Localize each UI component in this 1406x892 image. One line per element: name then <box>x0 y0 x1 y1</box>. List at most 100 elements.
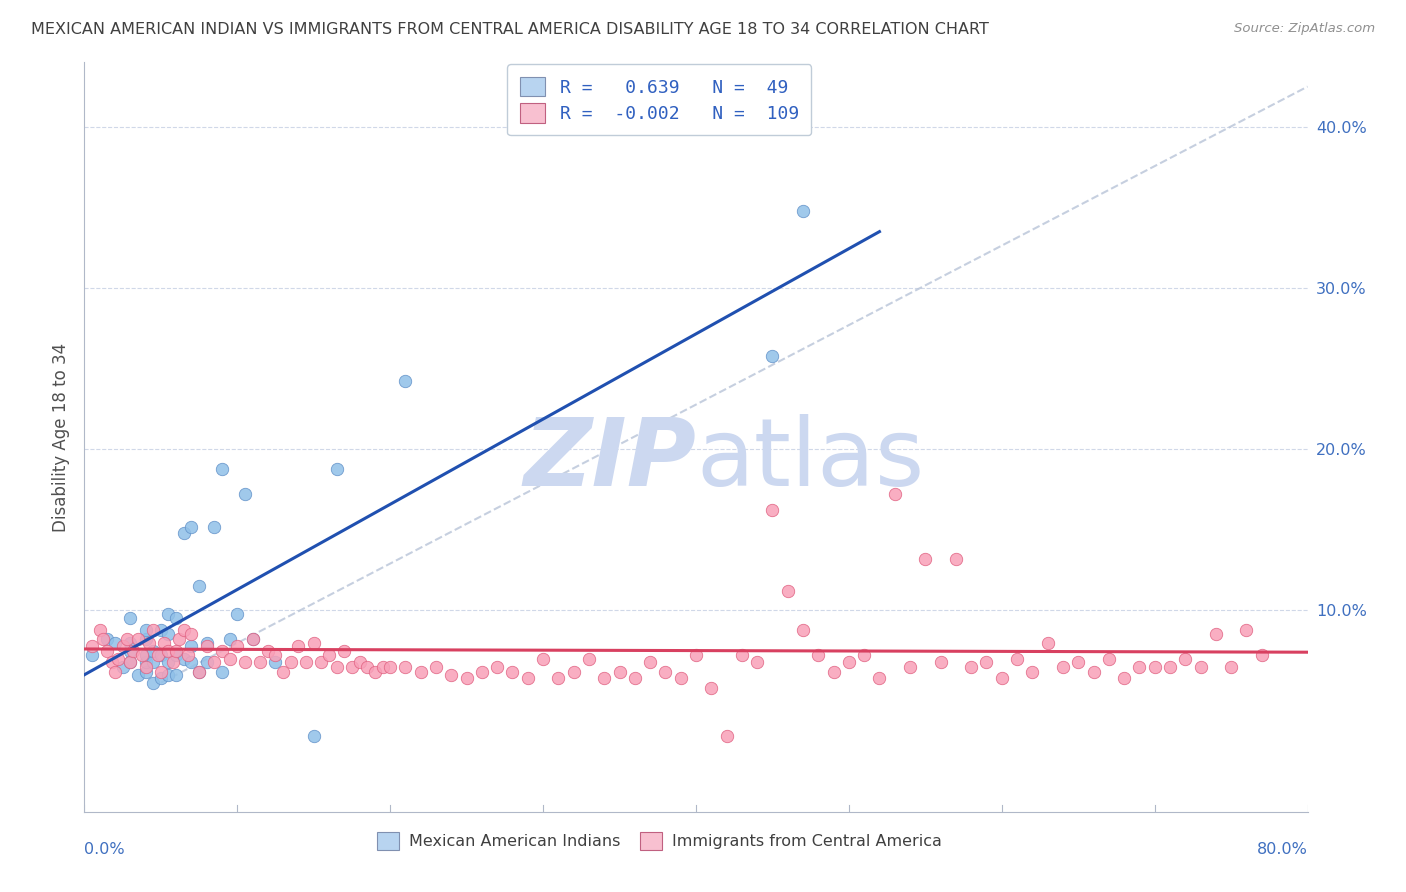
Point <box>287 639 309 653</box>
Point <box>180 655 202 669</box>
Point <box>1098 651 1121 665</box>
Point <box>1159 659 1181 673</box>
Point <box>111 659 134 673</box>
Point <box>471 665 494 679</box>
Point <box>311 655 333 669</box>
Point <box>249 655 271 669</box>
Point <box>157 627 180 641</box>
Point <box>104 635 127 649</box>
Point <box>226 639 249 653</box>
Point <box>280 655 302 669</box>
Point <box>218 632 240 647</box>
Point <box>135 665 157 679</box>
Point <box>356 659 378 673</box>
Point <box>333 643 356 657</box>
Point <box>142 643 165 657</box>
Point <box>165 667 187 681</box>
Point <box>165 643 187 657</box>
Point <box>1236 623 1258 637</box>
Point <box>173 623 195 637</box>
Point <box>747 655 769 669</box>
Point <box>1174 651 1197 665</box>
Point <box>153 635 176 649</box>
Point <box>1114 671 1136 685</box>
Point <box>823 665 845 679</box>
Point <box>624 671 647 685</box>
Point <box>80 639 103 653</box>
Point <box>700 681 723 695</box>
Point <box>202 519 225 533</box>
Point <box>149 665 172 679</box>
Point <box>792 203 814 218</box>
Point <box>264 655 287 669</box>
Point <box>120 643 142 657</box>
Point <box>177 648 200 663</box>
Point <box>211 665 233 679</box>
Point <box>380 659 402 673</box>
Point <box>547 671 569 685</box>
Point <box>149 648 172 663</box>
Point <box>914 551 936 566</box>
Point <box>1052 659 1074 673</box>
Point <box>180 519 202 533</box>
Point <box>89 623 111 637</box>
Point <box>211 461 233 475</box>
Point <box>578 651 600 665</box>
Point <box>502 665 524 679</box>
Point <box>165 611 187 625</box>
Point <box>165 648 187 663</box>
Point <box>853 648 876 663</box>
Point <box>173 525 195 540</box>
Point <box>157 643 180 657</box>
Point <box>180 627 202 641</box>
Point <box>792 623 814 637</box>
Point <box>562 665 585 679</box>
Point <box>264 648 287 663</box>
Point <box>807 648 830 663</box>
Point <box>371 659 394 673</box>
Point <box>167 632 190 647</box>
Point <box>233 487 256 501</box>
Point <box>142 655 165 669</box>
Point <box>325 659 347 673</box>
Point <box>929 655 952 669</box>
Point <box>1250 648 1272 663</box>
Point <box>120 611 142 625</box>
Point <box>898 659 921 673</box>
Legend: Mexican American Indians, Immigrants from Central America: Mexican American Indians, Immigrants fro… <box>371 826 948 856</box>
Point <box>107 651 129 665</box>
Point <box>761 503 783 517</box>
Point <box>318 648 340 663</box>
Point <box>731 648 754 663</box>
Point <box>111 639 134 653</box>
Point <box>127 632 149 647</box>
Point <box>173 651 195 665</box>
Point <box>364 665 387 679</box>
Point <box>685 648 707 663</box>
Point <box>516 671 538 685</box>
Point <box>242 632 264 647</box>
Point <box>716 729 738 743</box>
Point <box>1220 659 1243 673</box>
Point <box>195 639 218 653</box>
Point <box>409 665 432 679</box>
Point <box>440 667 463 681</box>
Point <box>157 655 180 669</box>
Point <box>257 643 280 657</box>
Point <box>127 667 149 681</box>
Point <box>340 659 363 673</box>
Point <box>138 635 160 649</box>
Text: 0.0%: 0.0% <box>84 842 125 857</box>
Point <box>991 671 1014 685</box>
Point <box>302 729 325 743</box>
Point <box>302 635 325 649</box>
Point <box>96 643 118 657</box>
Point <box>96 632 118 647</box>
Point <box>883 487 905 501</box>
Point <box>226 607 249 621</box>
Point <box>120 655 142 669</box>
Point <box>456 671 478 685</box>
Point <box>271 665 294 679</box>
Point <box>425 659 447 673</box>
Point <box>486 659 509 673</box>
